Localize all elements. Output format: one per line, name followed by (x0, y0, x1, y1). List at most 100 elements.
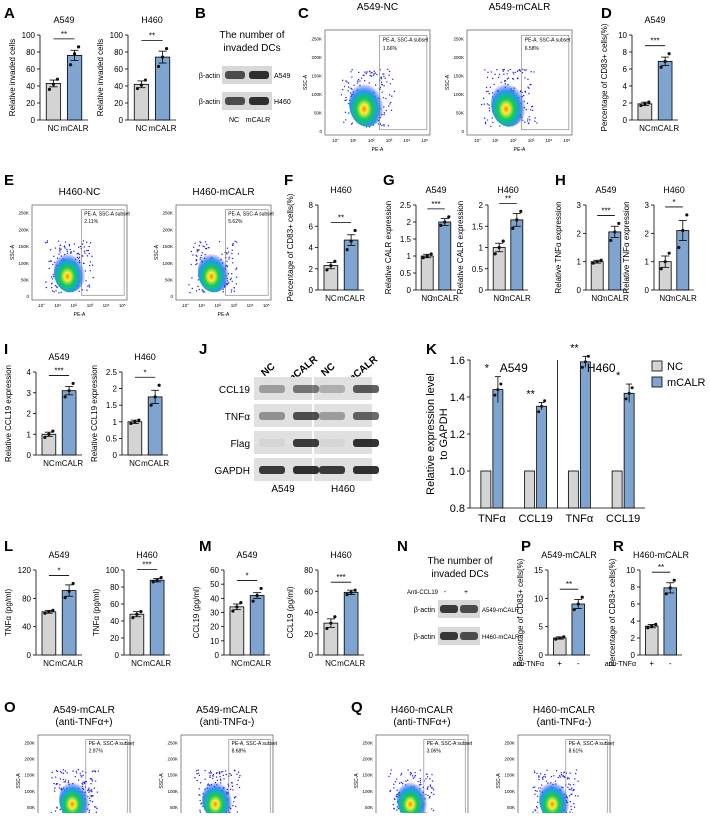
chart-6-point (613, 230, 616, 233)
blot-b-band (249, 97, 269, 105)
flow-event-dot (420, 778, 421, 779)
chart-11-title: A549 (48, 550, 69, 560)
flow-event-dot (391, 110, 392, 111)
chart-5-point (502, 240, 505, 243)
chart-11-point (68, 590, 71, 593)
flow-event-dot (88, 788, 89, 789)
chart-15-sig-label: ** (566, 580, 572, 589)
chart-7-ytick-label: 1 (645, 258, 650, 267)
flow-event-dot (54, 262, 55, 263)
chart-k-ytick-label: 1.4 (450, 392, 465, 404)
chart-14-point (325, 627, 328, 630)
flow-event-dot (82, 289, 83, 290)
chart-1-category: NC (136, 124, 148, 133)
blot-j-lane-label: NC (319, 361, 337, 379)
chart-13-title: A549 (236, 550, 257, 560)
flow-event-dot (487, 103, 488, 104)
flow-plot-title: A549-NC (357, 2, 398, 13)
flow-event-dot (388, 74, 389, 75)
flow-plot-title-line: (anti-TNFα+) (55, 717, 112, 728)
flow-event-dot (65, 770, 66, 771)
panel-label-e: E (4, 172, 14, 189)
flow-event-dot (92, 265, 93, 266)
flow-plot-7: H460-mCALR(anti-TNFα-)PE-A, SSC-A subset… (496, 705, 615, 813)
flow-event-dot (65, 779, 66, 780)
flow-gate-percent: 6.58% (525, 46, 540, 52)
flow-ytick: 100K (18, 261, 29, 266)
chart-12-ytick-label: 0 (115, 651, 120, 660)
blot-j-group-h460: H460 (331, 484, 355, 495)
flow-plot-title-line: A549-mCALR (196, 705, 258, 716)
chart-11-point (72, 582, 75, 585)
flow-event-dot (494, 74, 495, 75)
flow-event-dot (59, 249, 60, 250)
flow-plot-6: H460-mCALR(anti-TNFα+)PE-A, SSC-A subset… (354, 705, 473, 813)
flow-event-dot (527, 118, 528, 119)
chart-9-ylabel: Relative CCL19 expression (90, 365, 99, 462)
flow-ytick: 250K (24, 740, 35, 745)
chart-1-ytick-label: 80 (114, 48, 123, 57)
flow-xtick: 10² (71, 303, 78, 308)
flow-event-dot (231, 253, 232, 254)
flow-event-dot (60, 292, 61, 293)
chart-k-point (543, 399, 546, 402)
flow-event-dot (351, 76, 352, 77)
flow-event-dot (56, 807, 57, 808)
chart-0-ytick-label: 80 (26, 48, 35, 57)
flow-event-dot (89, 790, 90, 791)
chart-13-ytick-label: 30 (210, 609, 219, 618)
flow-event-dot (431, 774, 432, 775)
flow-ylabel: SSC-A (303, 74, 309, 90)
flow-event-dot (517, 71, 518, 72)
flow-event-dot (534, 121, 535, 122)
flow-ytick: 50K (21, 277, 29, 282)
flow-xtick: 10⁵ (421, 138, 428, 143)
flow-event-dot (575, 773, 576, 774)
blot-b-band (225, 97, 245, 105)
flow-event-dot (90, 778, 91, 779)
chart-16-ytick-label: 2 (631, 634, 636, 643)
chart-5-ytick-label: 0.5 (472, 265, 484, 274)
chart-7-point (668, 252, 671, 255)
chart-4-point (439, 224, 442, 227)
flow-event-dot (373, 75, 374, 76)
flow-event-dot (53, 256, 54, 257)
flow-event-dot (52, 278, 53, 279)
panel-label-j: J (199, 341, 207, 358)
flow-event-dot (91, 256, 92, 257)
flow-event-dot (78, 247, 79, 248)
flow-ytick: 50K (165, 277, 173, 282)
flow-event-dot (515, 72, 516, 73)
chart-13-category: NC (231, 659, 243, 668)
flow-event-dot (232, 281, 233, 282)
flow-event-dot (59, 251, 60, 252)
flow-event-dot (532, 110, 533, 111)
flow-event-dot (84, 250, 85, 251)
flow-event-dot (348, 82, 349, 83)
chart-4-ytick-label: 2 (407, 218, 412, 227)
flow-event-dot (230, 279, 231, 280)
chart-14-ytick-label: 80 (304, 566, 313, 575)
chart-4-point (430, 252, 433, 255)
chart-3-ytick-label: 4 (309, 244, 314, 253)
flow-event-dot (430, 786, 431, 787)
flow-ylabel: SSC-A (445, 74, 451, 90)
flow-event-dot (380, 123, 381, 124)
panel-label-a: A (4, 5, 15, 22)
flow-event-dot (60, 778, 61, 779)
blot-n-cell-label: H460-mCALR (482, 635, 520, 641)
flow-event-dot (414, 772, 415, 773)
flow-event-dot (209, 775, 210, 776)
flow-event-dot (88, 284, 89, 285)
chart-0-ytick-label: 60 (26, 65, 35, 74)
flow-event-dot (512, 72, 513, 73)
chart-k-bar-nc (481, 471, 491, 508)
chart-14-title: H460 (330, 550, 352, 560)
chart-k-point (493, 394, 496, 397)
flow-event-dot (345, 80, 346, 81)
chart-16-category: + (649, 659, 654, 668)
flow-event-dot (576, 769, 577, 770)
flow-ytick: 50K (456, 110, 464, 115)
chart-k-point (537, 410, 540, 413)
blot-b-band (225, 71, 245, 79)
